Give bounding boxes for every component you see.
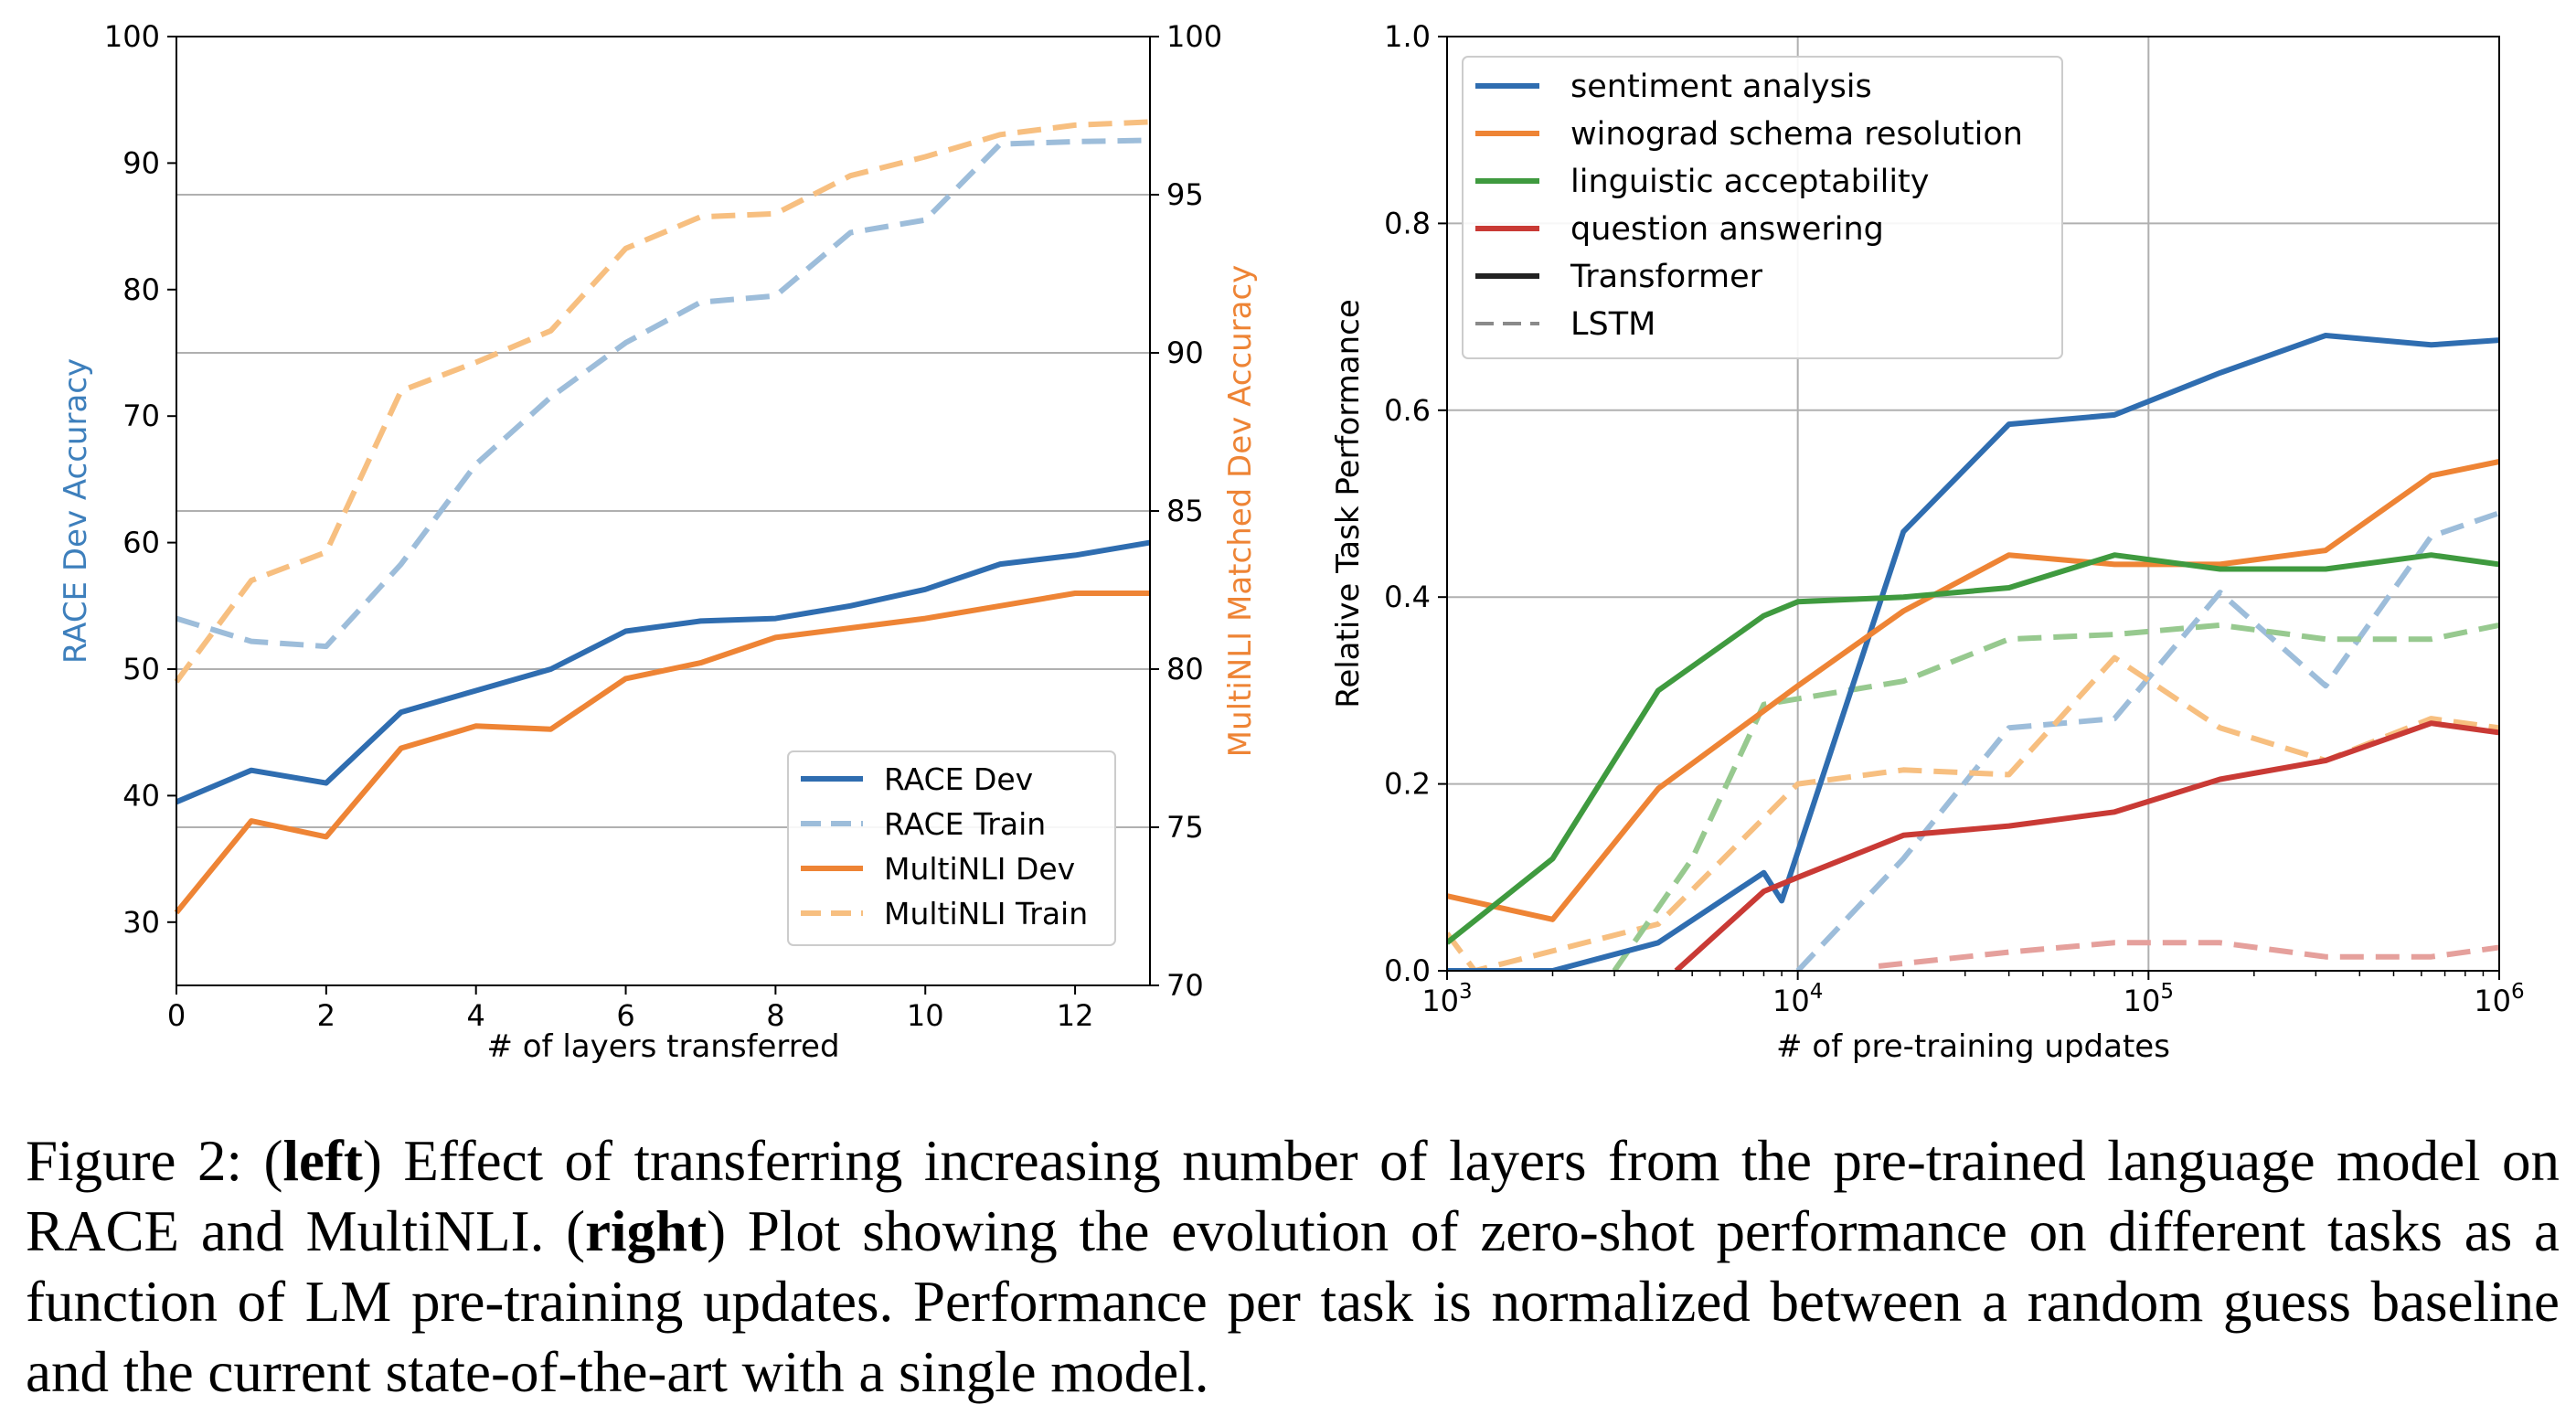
y-tick-label: 0.0 xyxy=(1384,953,1431,988)
x-tick-label: 103 xyxy=(1421,980,1472,1018)
y-tick-label: 0.8 xyxy=(1384,206,1431,240)
plot-frame xyxy=(1446,36,2500,972)
series-line-sentiment-analysis-lstm xyxy=(1795,510,2499,971)
y-axis-label: Relative Task Performance xyxy=(1330,299,1367,708)
y-tick-label: 0.4 xyxy=(1384,580,1431,614)
y-tick-label: 0.6 xyxy=(1384,393,1431,428)
y-left-tick-label: 60 xyxy=(122,526,160,560)
legend-label: linguistic acceptability xyxy=(1570,164,1930,200)
series-line-multinli-dev xyxy=(174,591,1150,915)
series-line-linguistic-acceptability-transformer xyxy=(1447,552,2499,945)
x-axis-label: # of layers transferred xyxy=(486,1028,839,1065)
series-group xyxy=(1447,333,2499,971)
series-line-sentiment-analysis-transformer xyxy=(1447,333,2499,971)
y-right-tick-label: 75 xyxy=(1166,810,1204,845)
y-left-tick-label: 100 xyxy=(104,19,160,54)
y-left-tick-label: 70 xyxy=(122,399,160,433)
x-tick-label: 2 xyxy=(317,998,335,1033)
x-tick-base: 10 xyxy=(2124,984,2161,1018)
series-line-race-dev xyxy=(175,539,1151,805)
legend-label: RACE Train xyxy=(884,806,1046,842)
x-tick-exponent: 6 xyxy=(2511,980,2525,1004)
x-tick-label: 6 xyxy=(616,998,634,1033)
legend-label: LSTM xyxy=(1570,306,1655,343)
x-tick-label: 0 xyxy=(167,998,186,1033)
x-tick-base: 10 xyxy=(1421,984,1459,1018)
legend: RACE Dev RACE Train MultiNLI Dev MultiNLI T… xyxy=(787,750,1116,946)
caption-right-bold: right xyxy=(585,1199,708,1263)
legend-label: winograd schema resolution xyxy=(1570,116,2023,153)
x-tick-exponent: 4 xyxy=(1810,980,1824,1004)
legend-box xyxy=(1462,56,2063,359)
figure-caption: Figure 2: (left) Effect of transferring … xyxy=(26,1126,2560,1408)
caption-middle: ) Effect of transferring increasing numb… xyxy=(26,1129,2560,1263)
legend-label: MultiNLI Train xyxy=(884,896,1088,931)
legend-label: Transformer xyxy=(1570,259,1763,295)
y-right-tick-label: 80 xyxy=(1166,652,1204,686)
figure: 0 2 4 6 8 10 12 30 40 50 60 70 80 90 100 70 75 80 85 90 95 10… xyxy=(58,19,2525,1065)
series-line-multinli-train xyxy=(174,119,1151,684)
y-tick-label: 1.0 xyxy=(1384,19,1431,54)
series-line-winograd-schema-resolution-transformer xyxy=(1447,459,2499,922)
x-tick-exponent: 5 xyxy=(2160,980,2174,1004)
y-right-axis-label: MultiNLI Matched Dev Accuracy xyxy=(1222,265,1259,758)
legend-label: question answering xyxy=(1570,211,1884,248)
x-tick-label: 8 xyxy=(766,998,784,1033)
legend: sentiment analysis winograd schema resolu… xyxy=(1462,56,2063,359)
x-tick-label: 12 xyxy=(1057,998,1094,1033)
left-chart: 0 2 4 6 8 10 12 30 40 50 60 70 80 90 100 70 75 80 85 90 95 10… xyxy=(58,19,1259,1065)
series-line-linguistic-acceptability-lstm xyxy=(1612,622,2499,971)
series-line-question-answering-transformer xyxy=(1674,720,2499,971)
x-tick-label: 4 xyxy=(467,998,485,1033)
y-left-tick-label: 40 xyxy=(122,778,160,813)
x-tick-exponent: 3 xyxy=(1459,980,1473,1004)
y-right-tick-label: 70 xyxy=(1166,968,1204,1003)
x-tick-label: 10 xyxy=(907,998,944,1033)
x-tick-label: 104 xyxy=(1772,980,1823,1018)
x-tick-base: 10 xyxy=(2474,984,2511,1018)
y-right-tick-label: 95 xyxy=(1166,177,1204,212)
y-left-tick-label: 80 xyxy=(122,272,160,307)
legend-label: MultiNLI Dev xyxy=(884,851,1075,887)
series-line-race-train xyxy=(176,137,1151,650)
x-tick-label: 105 xyxy=(2124,980,2174,1018)
series-line-question-answering-lstm xyxy=(1878,940,2499,969)
y-left-tick-label: 90 xyxy=(122,145,160,180)
y-left-tick-label: 30 xyxy=(122,905,160,940)
x-axis-label: # of pre-training updates xyxy=(1776,1028,2170,1065)
x-tick-base: 10 xyxy=(1772,984,1810,1018)
legend-box xyxy=(787,750,1116,946)
y-left-tick-label: 50 xyxy=(122,652,160,686)
y-right-tick-label: 100 xyxy=(1166,19,1222,54)
legend-label: RACE Dev xyxy=(884,761,1033,797)
y-left-axis-label: RACE Dev Accuracy xyxy=(58,358,94,664)
y-right-tick-label: 90 xyxy=(1166,335,1204,370)
caption-suffix: ) Plot showing the evolution of zero-sho… xyxy=(26,1199,2560,1404)
y-tick-label: 0.2 xyxy=(1384,767,1431,802)
legend-label: sentiment analysis xyxy=(1570,69,1872,105)
y-right-tick-label: 85 xyxy=(1166,494,1204,528)
series-line-winograd-schema-resolution-lstm xyxy=(1447,654,2499,971)
caption-left-bold: left xyxy=(282,1129,363,1193)
caption-prefix: Figure 2: ( xyxy=(26,1129,283,1193)
x-tick-label: 106 xyxy=(2474,980,2524,1018)
